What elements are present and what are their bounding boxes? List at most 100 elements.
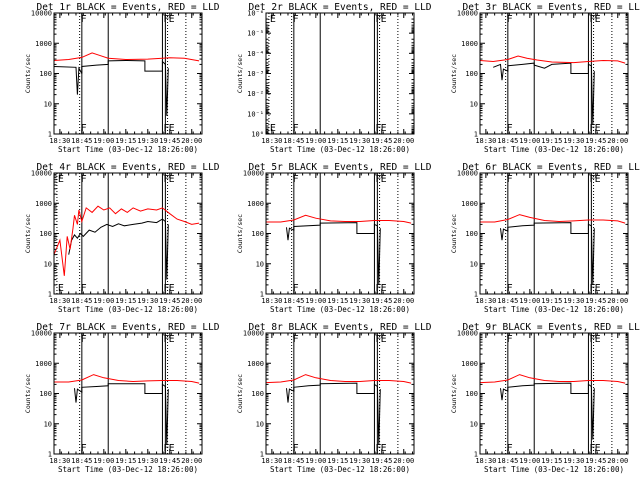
marker-flag: F — [589, 334, 595, 345]
y-tick-label: 10 — [44, 100, 52, 108]
marker-flag: E — [595, 334, 601, 345]
marker-flag: E — [169, 123, 175, 134]
y-tick-label: 10 — [44, 260, 52, 268]
marker-flag: F — [375, 14, 381, 25]
x-tick-label: 19:00 — [305, 297, 326, 305]
x-tick-label: 19:15 — [115, 457, 136, 465]
marker-flag: E — [381, 123, 387, 134]
x-tick-label: 19:00 — [93, 457, 114, 465]
panel-title: Det 8r BLACK = Events, RED = LLD — [248, 322, 431, 333]
y-tick-label: 100 — [39, 70, 52, 78]
marker-flag: E — [58, 283, 64, 294]
y-tick-label: 10⁰ — [251, 131, 264, 139]
panel-det-8: Det 8r BLACK = Events, RED = LLDFFFFEE11… — [236, 322, 432, 474]
x-tick-label: 19:45 — [585, 457, 606, 465]
marker-flag: E — [595, 443, 601, 454]
plot-frame — [265, 12, 415, 135]
marker-flag: E — [381, 174, 387, 185]
plot-frame — [53, 332, 203, 455]
series-group — [480, 55, 626, 125]
marker-flag: F — [507, 334, 513, 345]
y-axis-label: Counts/sec — [24, 374, 32, 413]
plot-frame — [479, 332, 629, 455]
y-tick-label: 10000 — [31, 330, 52, 338]
x-tick-label: 20:00 — [181, 297, 202, 305]
x-tick-label: 19:15 — [327, 137, 348, 145]
series-group — [54, 205, 200, 280]
y-tick-label: 10 — [470, 100, 478, 108]
series-group — [54, 52, 200, 116]
y-tick-label: 100 — [465, 230, 478, 238]
y-tick-label: 1000 — [247, 200, 264, 208]
x-tick-label: 18:45 — [283, 297, 304, 305]
y-tick-label: 10000 — [457, 10, 478, 18]
x-axis-label: Start Time (03-Dec-12 18:26:00) — [58, 145, 198, 154]
x-tick-label: 19:30 — [137, 137, 158, 145]
series-group — [266, 374, 412, 445]
x-tick-label: 19:00 — [519, 137, 540, 145]
y-tick-label: 10 — [256, 420, 264, 428]
marker-flag: E — [169, 174, 175, 185]
y-axis-label: Counts/sec — [236, 214, 244, 253]
panel-det-3: Det 3r BLACK = Events, RED = LLDFFFFEE11… — [450, 2, 640, 154]
y-tick-label: 1 — [48, 131, 52, 139]
marker-flag: E — [595, 174, 601, 185]
x-axis-label: Start Time (03-Dec-12 18:26:00) — [484, 465, 624, 474]
x-tick-label: 19:30 — [137, 457, 158, 465]
x-tick-label: 19:45 — [159, 457, 180, 465]
marker-flag: F — [81, 334, 87, 345]
panel-title: Det 3r BLACK = Events, RED = LLD — [462, 2, 640, 13]
plot-frame — [265, 332, 415, 455]
x-axis-label: Start Time (03-Dec-12 18:26:00) — [58, 465, 198, 474]
panel-title: Det 7r BLACK = Events, RED = LLD — [36, 322, 219, 333]
marker-flag: F — [293, 14, 299, 25]
x-tick-label: 19:00 — [305, 137, 326, 145]
x-tick-label: 19:45 — [371, 137, 392, 145]
x-tick-label: 18:45 — [497, 137, 518, 145]
panel-det-1: Det 1r BLACK = Events, RED = LLDFFFFEE11… — [24, 2, 220, 154]
x-tick-label: 19:00 — [519, 457, 540, 465]
series-line-lld — [480, 214, 626, 224]
y-tick-label: 10⁻⁴ — [247, 50, 264, 58]
y-tick-label: 1000 — [247, 360, 264, 368]
panel-title: Det 4r BLACK = Events, RED = LLD — [36, 162, 219, 173]
x-tick-label: 18:30 — [49, 457, 70, 465]
plot-frame — [53, 172, 203, 295]
marker-flag: E — [595, 283, 601, 294]
marker-flag: F — [81, 123, 87, 134]
series-line-events — [74, 383, 169, 445]
x-tick-label: 20:00 — [393, 297, 414, 305]
marker-flag: F — [507, 14, 513, 25]
y-tick-label: 100 — [39, 230, 52, 238]
marker-flag: F — [507, 123, 513, 134]
x-axis-label: Start Time (03-Dec-12 18:26:00) — [270, 465, 410, 474]
y-tick-label: 10⁻² — [247, 90, 264, 98]
panel-det-5: Det 5r BLACK = Events, RED = LLDFFFFEE11… — [236, 162, 432, 314]
marker-flag: F — [589, 123, 595, 134]
x-axis-label: Start Time (03-Dec-12 18:26:00) — [58, 305, 198, 314]
y-tick-label: 1 — [48, 291, 52, 299]
marker-flag: E — [381, 14, 387, 25]
marker-flag: E — [169, 443, 175, 454]
panel-title: Det 2r BLACK = Events, RED = LLD — [248, 2, 431, 13]
marker-flag: E — [169, 334, 175, 345]
panel-det-2: Det 2r BLACK = Events, RED = LLDEEFFFFEE… — [236, 2, 432, 154]
y-tick-label: 10000 — [457, 330, 478, 338]
x-axis-label: Start Time (03-Dec-12 18:26:00) — [484, 305, 624, 314]
x-tick-label: 19:15 — [327, 297, 348, 305]
series-line-events — [54, 59, 169, 116]
series-line-lld — [54, 205, 200, 276]
y-tick-label: 10⁻³ — [247, 70, 264, 78]
panel-title: Det 5r BLACK = Events, RED = LLD — [248, 162, 431, 173]
marker-flag: F — [81, 174, 87, 185]
x-tick-label: 20:00 — [393, 457, 414, 465]
marker-flag: E — [381, 334, 387, 345]
y-tick-label: 10⁻⁶ — [247, 10, 264, 18]
marker-flag: E — [169, 283, 175, 294]
y-tick-label: 10 — [256, 260, 264, 268]
y-tick-label: 1 — [48, 451, 52, 459]
y-tick-label: 1000 — [461, 360, 478, 368]
marker-flag: F — [293, 334, 299, 345]
x-tick-label: 18:45 — [71, 457, 92, 465]
x-tick-label: 19:30 — [349, 297, 370, 305]
